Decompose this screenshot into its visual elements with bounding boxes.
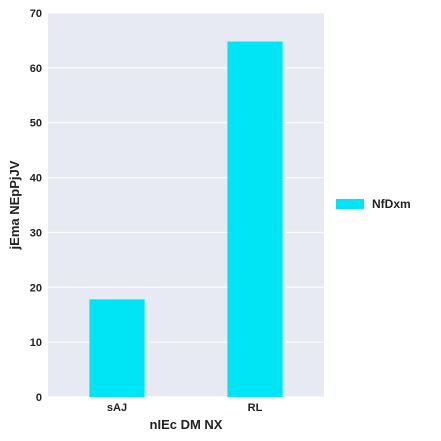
x-axis-ticks: sAJ RL xyxy=(107,402,263,414)
legend-label: NfDxm xyxy=(372,197,411,211)
x-axis-title: nIEc DM NX xyxy=(150,417,223,432)
y-tick-label: 40 xyxy=(30,173,42,185)
y-tick-label: 10 xyxy=(30,337,42,349)
y-tick-label: 70 xyxy=(30,8,42,20)
bar-sAJ xyxy=(89,299,145,397)
legend-swatch xyxy=(336,199,364,209)
y-axis-title: jEma NEpPjJV xyxy=(7,160,22,250)
y-tick-label: 0 xyxy=(36,392,42,404)
y-tick-label: 30 xyxy=(30,227,42,239)
legend: NfDxm xyxy=(336,197,411,211)
y-axis-ticks: 0 10 20 30 40 50 60 70 xyxy=(30,8,42,404)
bars xyxy=(89,41,283,397)
y-tick-label: 50 xyxy=(30,118,42,130)
x-tick-label: RL xyxy=(248,402,263,414)
y-tick-label: 60 xyxy=(30,63,42,75)
y-tick-label: 20 xyxy=(30,282,42,294)
bar-RL xyxy=(227,41,283,397)
x-tick-label: sAJ xyxy=(107,402,127,414)
